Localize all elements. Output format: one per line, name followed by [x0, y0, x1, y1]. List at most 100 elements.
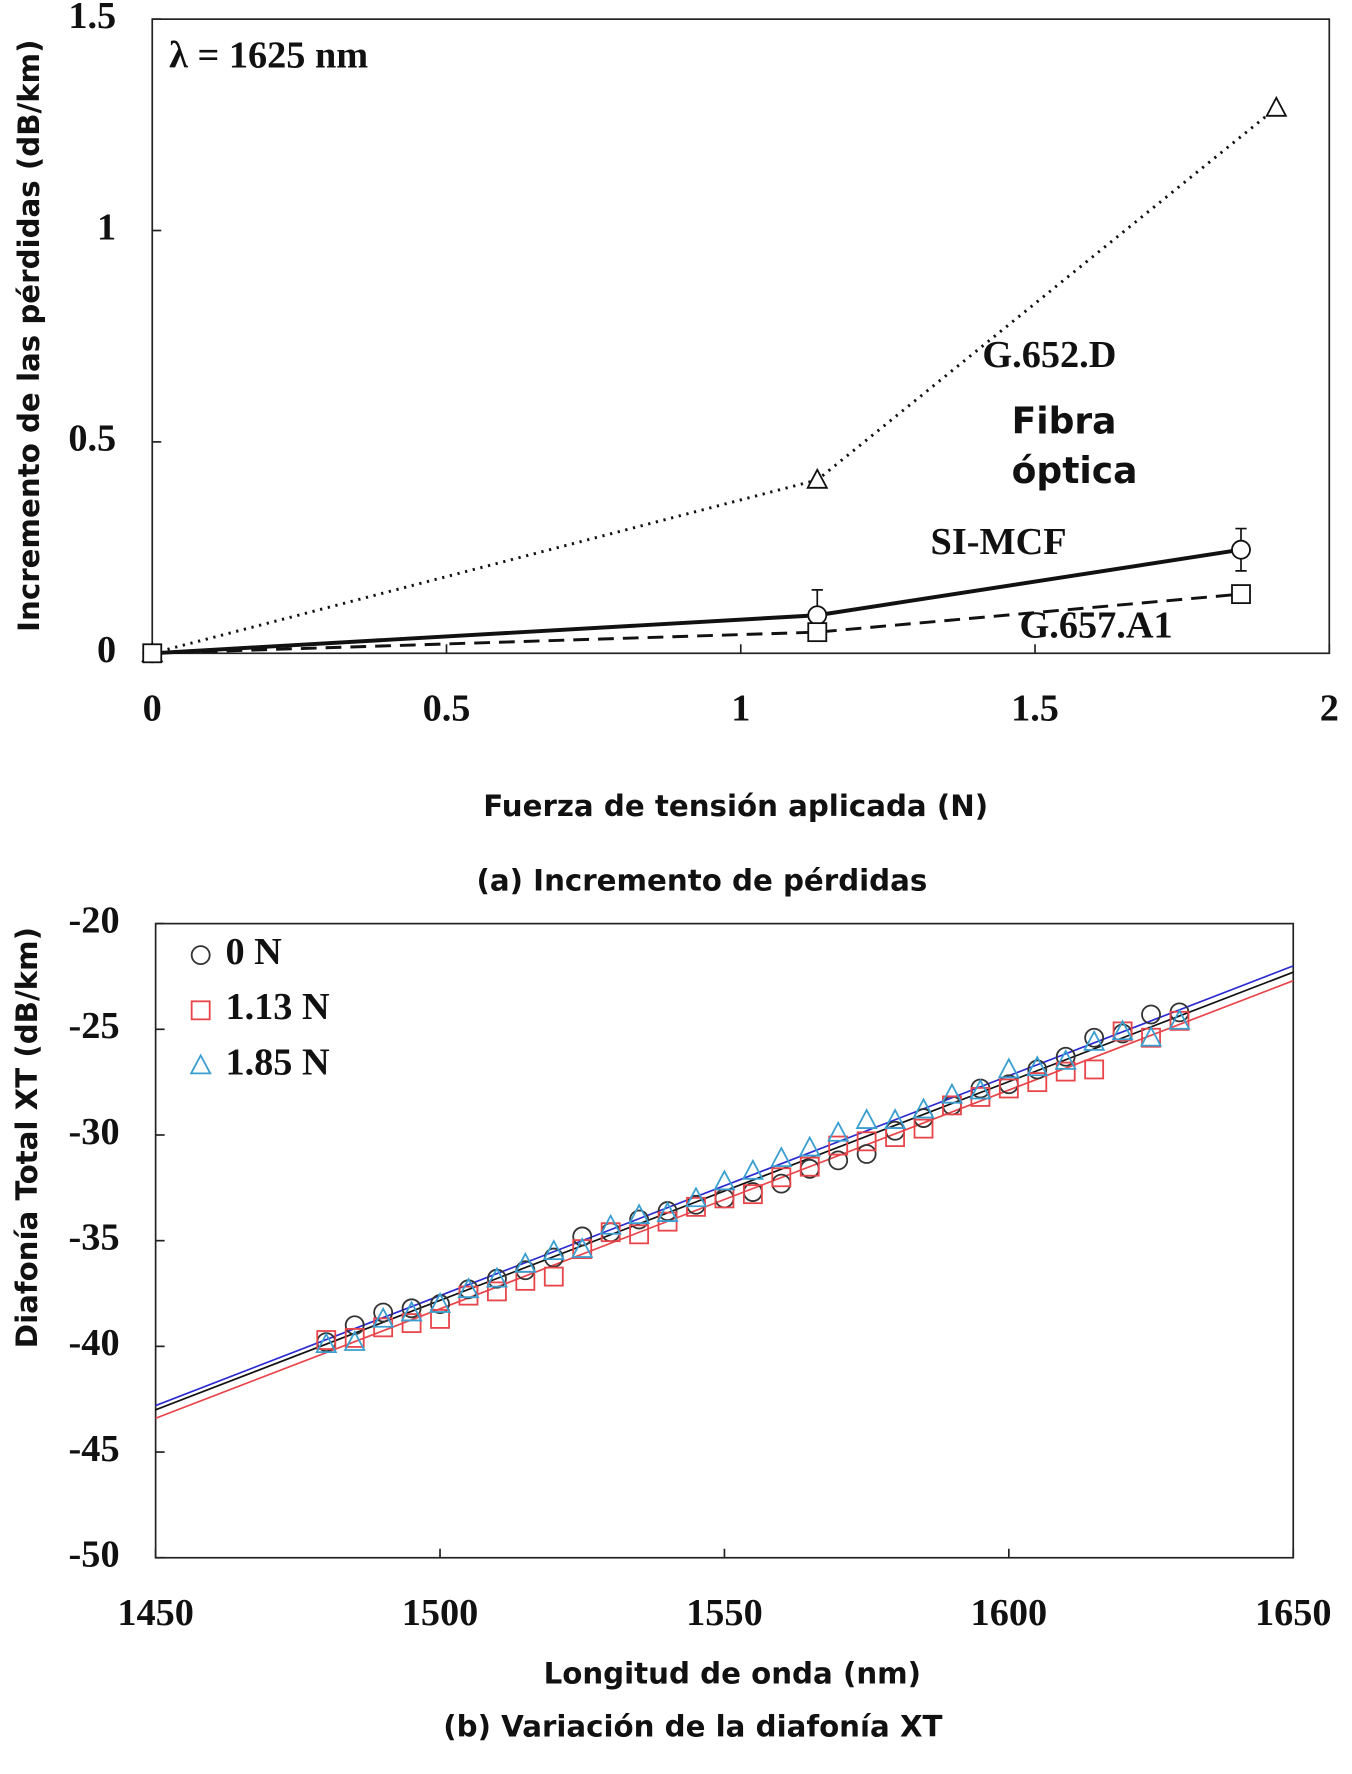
marker [373, 1302, 394, 1323]
series-label: G.652.D [982, 334, 1116, 376]
marker [713, 1169, 736, 1191]
legend-marker [190, 1000, 211, 1021]
x-tick-label: 1.5 [1011, 688, 1059, 730]
y-tick-label: -20 [69, 899, 120, 941]
marker [827, 1120, 850, 1142]
marker [1027, 1072, 1048, 1093]
y-tick-label: 1 [97, 206, 116, 248]
marker [942, 1095, 962, 1116]
y-tick-label: -50 [69, 1534, 120, 1576]
marker [855, 1108, 878, 1129]
marker [940, 1082, 964, 1104]
y-axis-label: Incremento de las pérdidas (dB/km) [12, 39, 46, 631]
y-tick-label: 0.5 [68, 418, 116, 460]
y-tick-label: -30 [69, 1111, 120, 1153]
marker [798, 1135, 821, 1157]
marker [543, 1266, 564, 1287]
marker [1083, 1029, 1106, 1051]
x-tick-label: 2 [1320, 688, 1339, 730]
marker [430, 1308, 450, 1329]
y-tick-label: 1.5 [68, 0, 116, 37]
marker [316, 1330, 337, 1350]
x-tick-label: 1500 [402, 1592, 479, 1634]
marker [806, 467, 829, 489]
marker [1084, 1059, 1105, 1080]
x-tick-label: 1600 [971, 1592, 1048, 1634]
marker [344, 1327, 365, 1348]
marker [856, 1144, 877, 1164]
fit-line [155, 971, 1294, 1411]
marker [515, 1270, 536, 1291]
marker [142, 643, 163, 664]
legend-label: 1.85 N [225, 1041, 330, 1083]
marker [542, 1239, 565, 1261]
marker [1141, 1004, 1161, 1025]
legend-marker [189, 1053, 212, 1075]
marker [828, 1135, 849, 1156]
marker [629, 1224, 650, 1245]
marker [684, 1186, 708, 1208]
marker [428, 1292, 452, 1313]
x-axis-label: Fuerza de tensión aplicada (N) [483, 789, 988, 823]
series-label: SI-MCF [931, 521, 1067, 563]
series-line [152, 592, 1242, 655]
marker [1027, 1059, 1048, 1080]
marker [969, 1078, 992, 1100]
legend-marker [190, 945, 211, 966]
marker [344, 1315, 365, 1336]
y-tick-label: -45 [69, 1428, 120, 1470]
marker [656, 1201, 679, 1222]
annotation: λ = 1625 nm [169, 34, 368, 76]
marker [457, 1277, 480, 1299]
marker [485, 1266, 508, 1288]
marker [997, 1057, 1020, 1079]
marker [572, 1226, 593, 1247]
legend-label: 0 N [225, 931, 282, 973]
x-tick-label: 1450 [117, 1592, 194, 1634]
y-axis-label: Diafonía Total XT (dB/km) [10, 927, 44, 1348]
y-tick-label: -40 [69, 1322, 120, 1364]
marker [1055, 1061, 1076, 1082]
marker [912, 1097, 935, 1119]
x-tick-label: 1 [731, 688, 750, 730]
fit-line [155, 965, 1294, 1407]
marker [1265, 95, 1288, 117]
y-tick-label: 0 [97, 629, 116, 671]
marker [770, 1146, 793, 1168]
series-label: G.657.A1 [1020, 604, 1173, 646]
marker [1139, 1025, 1163, 1047]
marker [401, 1313, 422, 1334]
marker [1084, 1027, 1105, 1048]
marker [628, 1203, 651, 1225]
marker [629, 1209, 650, 1230]
marker [372, 1306, 395, 1328]
marker [401, 1298, 422, 1319]
marker [486, 1281, 507, 1302]
chart-title: (b) Variación de la diafonía XT [443, 1709, 942, 1743]
marker [884, 1108, 907, 1129]
marker [1168, 1008, 1191, 1030]
marker [913, 1118, 934, 1139]
marker [1231, 539, 1251, 560]
marker [714, 1188, 735, 1209]
marker [514, 1251, 537, 1273]
marker [571, 1237, 594, 1258]
legend-label: 1.13 N [225, 986, 330, 1028]
x-tick-label: 0.5 [423, 688, 471, 730]
marker [799, 1156, 820, 1177]
chart-title: (a) Incremento de pérdidas [476, 863, 927, 897]
marker [1026, 1055, 1049, 1077]
marker [1055, 1046, 1076, 1067]
y-tick-label: -35 [69, 1216, 120, 1258]
x-axis-label: Longitud de onda (nm) [544, 1656, 921, 1690]
marker [807, 605, 828, 626]
marker [599, 1213, 622, 1235]
marker [741, 1158, 764, 1180]
marker [1054, 1048, 1077, 1070]
x-tick-label: 1550 [686, 1592, 763, 1634]
annotation: óptica [1012, 451, 1138, 492]
annotation: Fibra [1012, 402, 1117, 443]
marker [771, 1167, 792, 1188]
